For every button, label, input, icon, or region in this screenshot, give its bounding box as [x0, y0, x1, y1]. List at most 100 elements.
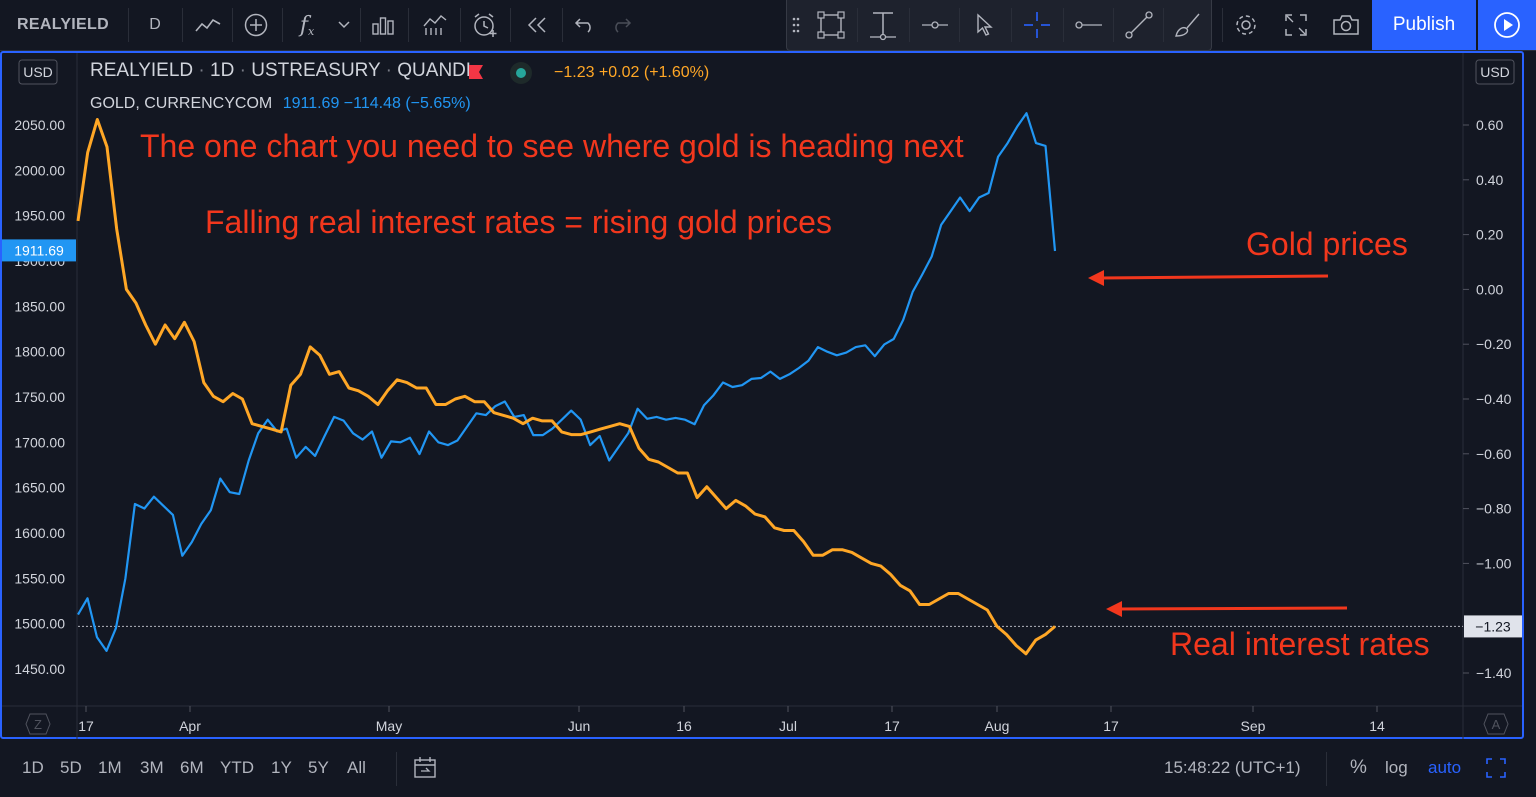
horizontal-ray-icon[interactable] [913, 0, 957, 50]
main-series-values: −1.23 +0.02 (+1.60%) [554, 64, 710, 81]
trend-line-icon[interactable] [1117, 0, 1161, 50]
auto-corner-label: A [1492, 717, 1501, 732]
brush-tool-icon[interactable] [1165, 0, 1209, 50]
range-button-6m[interactable]: 6M [180, 758, 204, 777]
right-axis-tick: 0.00 [1476, 281, 1503, 297]
subhead-annotation[interactable]: Falling real interest rates = rising gol… [205, 204, 832, 240]
legend-interval: 1D [210, 60, 235, 81]
cursor-arrow-icon[interactable] [963, 0, 1007, 50]
templates-icon[interactable] [418, 0, 452, 50]
horizontal-line-icon[interactable] [1067, 0, 1111, 50]
left-axis-tick: 1500.00 [14, 616, 65, 632]
chart-style-icon[interactable] [188, 0, 228, 50]
alert-clock-icon[interactable] [468, 0, 502, 50]
goto-date-icon[interactable] [410, 742, 440, 794]
right-price-axis[interactable]: 0.60 0.40 0.20 0.00 −0.20 −0.40 −0.60 −0.80 −1.0… [1463, 117, 1512, 681]
auto-toggle[interactable]: auto [1428, 758, 1462, 777]
time-axis-tick: May [376, 718, 402, 734]
market-status-icon[interactable] [510, 62, 532, 84]
separator [360, 8, 361, 42]
range-button-1d[interactable]: 1D [22, 758, 44, 777]
rates-arrow [1106, 601, 1348, 617]
camera-icon[interactable] [1328, 0, 1364, 50]
time-axis-tick: 14 [1369, 718, 1385, 734]
separator [1222, 8, 1223, 42]
gear-icon[interactable] [1228, 0, 1264, 50]
chevron-down-icon[interactable] [334, 0, 354, 50]
zoom-corner-label: Z [34, 717, 42, 732]
legend-symbol: REALYIELD [90, 60, 194, 81]
separator [510, 8, 511, 42]
fullscreen-icon[interactable] [1278, 0, 1314, 50]
separator [562, 8, 563, 42]
separator [460, 8, 461, 42]
clock-display[interactable]: 15:48:22 (UTC+1) [1164, 758, 1301, 777]
range-button-1m[interactable]: 1M [98, 758, 122, 777]
real-yield-series-line[interactable] [76, 118, 1056, 656]
play-icon[interactable] [1478, 0, 1536, 50]
time-axis-tick: Aug [985, 718, 1010, 734]
text-tool-icon[interactable] [861, 0, 905, 50]
headline-annotation[interactable]: The one chart you need to see where gold… [140, 128, 964, 164]
left-currency-label: USD [23, 64, 53, 80]
main-series-legend[interactable]: REALYIELD · 1D · USTREASURY · QUANDL [90, 60, 477, 81]
compare-add-icon[interactable] [238, 0, 274, 50]
interval-button[interactable]: D [149, 16, 161, 33]
range-button-1y[interactable]: 1Y [271, 758, 292, 777]
time-axis-tick: Jun [568, 718, 591, 734]
crosshair-icon[interactable] [1015, 0, 1059, 50]
left-axis-tick: 1700.00 [14, 434, 65, 450]
fit-screen-icon[interactable] [1484, 742, 1508, 794]
drag-handle-icon[interactable] [789, 0, 803, 50]
separator [182, 8, 183, 42]
time-axis-tick: 16 [676, 718, 692, 734]
time-axis-tick: Jul [779, 718, 797, 734]
real-rates-annotation[interactable]: Real interest rates [1170, 626, 1430, 662]
symbol-search-button[interactable]: REALYIELD [17, 16, 109, 33]
rectangle-tool-icon[interactable] [809, 0, 853, 50]
separator [1326, 752, 1327, 786]
separator [959, 8, 960, 42]
time-axis-tick: Sep [1241, 718, 1266, 734]
separator [128, 8, 129, 42]
replay-rewind-icon[interactable] [520, 0, 554, 50]
right-currency-label: USD [1480, 64, 1510, 80]
bottom-toolbar [0, 742, 1536, 797]
separator [1113, 8, 1114, 42]
redo-icon[interactable] [604, 0, 638, 50]
range-button-5y[interactable]: 5Y [308, 758, 329, 777]
time-axis[interactable]: 17 Apr May Jun 16 Jul 17 Aug 17 Sep 14 [78, 706, 1385, 734]
zoom-reset-badge[interactable] [25, 713, 51, 735]
legend-provider: QUANDL [397, 60, 477, 81]
separator [1063, 8, 1064, 42]
range-button-3m[interactable]: 3M [140, 758, 164, 777]
undo-icon[interactable] [568, 0, 602, 50]
gold-prices-annotation[interactable]: Gold prices [1246, 226, 1408, 262]
left-price-axis[interactable]: 2050.002000.001950.001900.001850.001800.… [14, 117, 65, 677]
log-toggle[interactable]: log [1385, 758, 1408, 777]
auto-scale-badge[interactable] [1483, 713, 1509, 735]
left-axis-tick: 1600.00 [14, 525, 65, 541]
range-button-ytd[interactable]: YTD [220, 758, 254, 777]
financials-bar-icon[interactable] [366, 0, 400, 50]
left-currency-badge[interactable] [18, 59, 58, 85]
separator [1011, 8, 1012, 42]
time-axis-tick: 17 [78, 718, 94, 734]
range-button-5d[interactable]: 5D [60, 758, 82, 777]
chart-svg[interactable]: 2050.002000.001950.001900.001850.001800.… [0, 0, 1536, 742]
date-range-selector: 1D 5D 1M 3M 6M YTD 1Y 5Y All [0, 742, 400, 794]
separator [232, 8, 233, 42]
flag-icon[interactable] [468, 64, 483, 79]
right-currency-badge[interactable] [1475, 59, 1515, 85]
time-axis-tick: 17 [884, 718, 900, 734]
left-axis-tick: 1750.00 [14, 389, 65, 405]
publish-button[interactable]: Publish [1372, 0, 1476, 50]
right-axis-tick: −1.40 [1476, 665, 1512, 681]
gold-series-legend[interactable]: GOLD, CURRENCYCOM 1911.69 −114.48 (−5.65… [90, 95, 471, 113]
percent-toggle[interactable]: % [1350, 757, 1367, 778]
range-button-all[interactable]: All [347, 758, 366, 777]
left-axis-tick: 2050.00 [14, 117, 65, 133]
gold-price-series-line[interactable] [77, 112, 1057, 653]
